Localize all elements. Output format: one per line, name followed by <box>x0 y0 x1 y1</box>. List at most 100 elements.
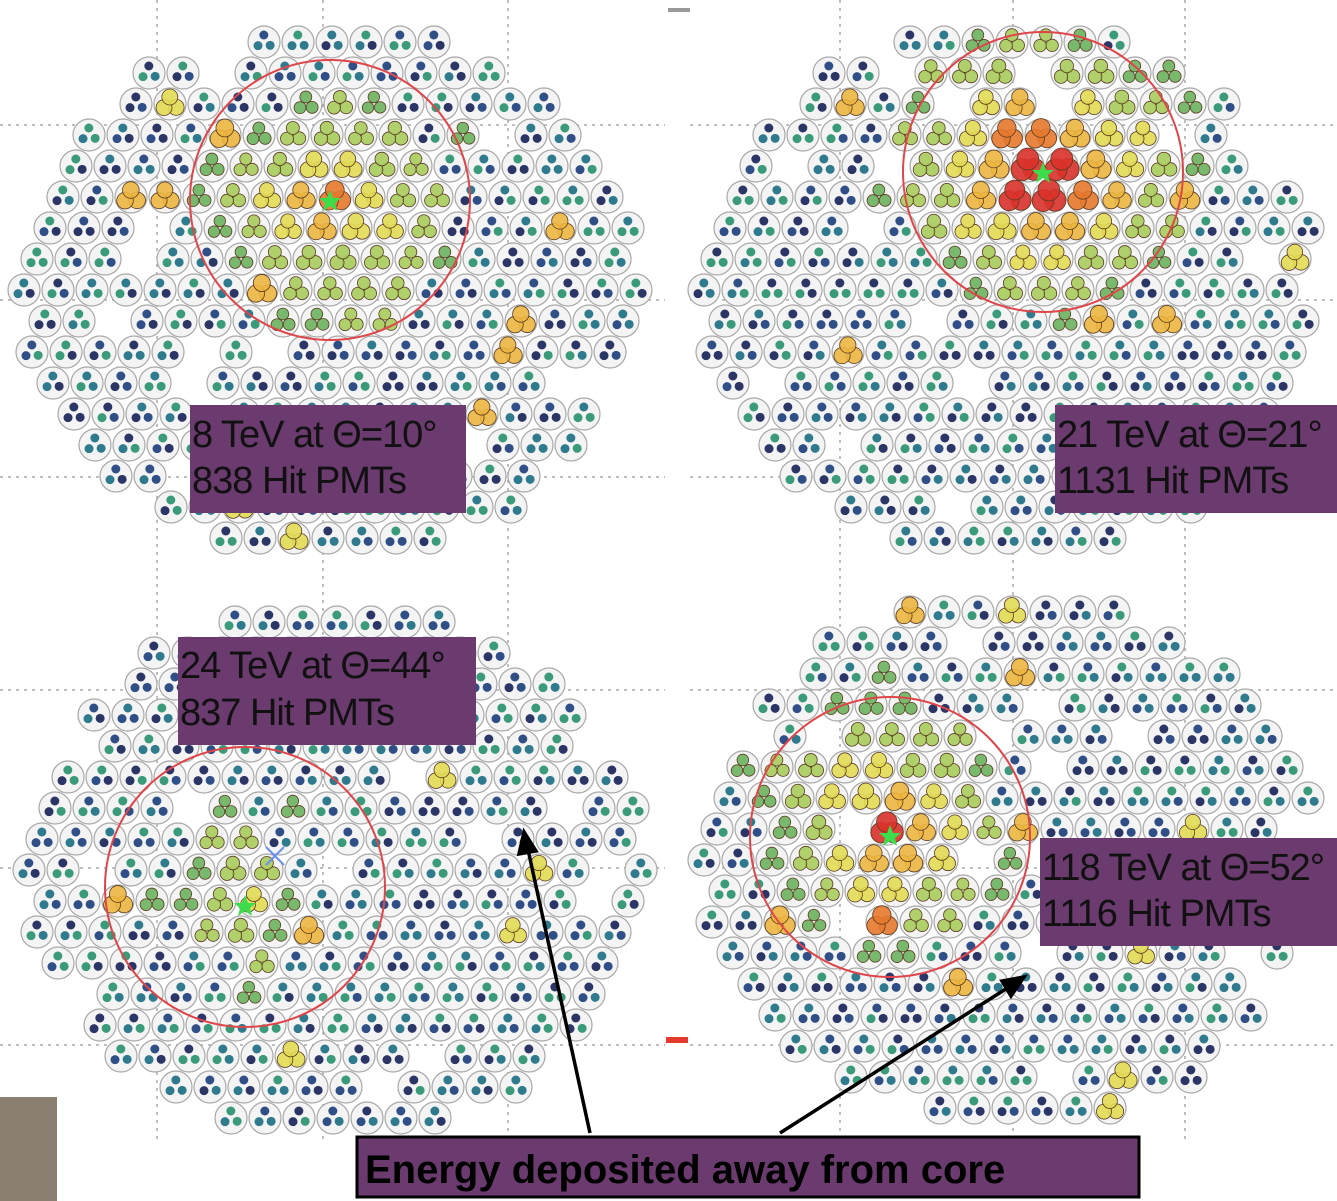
tank <box>938 242 972 276</box>
pmt <box>103 775 113 785</box>
pmt <box>1146 1076 1156 1086</box>
pmt <box>89 1024 99 1034</box>
pmt <box>127 288 137 298</box>
pmt <box>468 931 478 941</box>
pmt <box>165 1086 175 1096</box>
pmt <box>1115 40 1125 50</box>
pmt <box>1219 662 1229 672</box>
tank <box>161 822 195 856</box>
tank <box>493 760 527 794</box>
tank <box>282 1101 316 1135</box>
tank <box>433 149 467 183</box>
tank <box>297 822 331 856</box>
tank <box>349 25 383 59</box>
tank-outline <box>1063 595 1097 629</box>
pmt <box>39 900 49 910</box>
pmt <box>893 464 903 474</box>
pmt <box>891 982 901 992</box>
pmt <box>326 1054 336 1064</box>
pmt <box>1035 474 1045 484</box>
tank-outline <box>504 977 538 1011</box>
pmt <box>72 257 82 267</box>
tank <box>472 56 506 90</box>
pmt <box>1269 786 1279 796</box>
pmt <box>463 1024 473 1034</box>
pmt <box>749 972 759 982</box>
pmt <box>1169 289 1179 299</box>
tank <box>308 366 342 400</box>
pmt <box>471 765 481 775</box>
tank <box>417 25 451 59</box>
pmt <box>265 1013 275 1023</box>
tank-outline <box>449 273 483 307</box>
tank-outline <box>140 118 174 152</box>
pmt <box>270 620 280 630</box>
pmt <box>497 1024 507 1034</box>
tank <box>834 490 868 524</box>
pmt <box>66 247 76 257</box>
pmt <box>1266 952 1276 962</box>
pmt <box>1229 227 1239 237</box>
pmt <box>618 309 628 319</box>
pmt <box>191 1024 201 1034</box>
pmt <box>299 340 309 350</box>
pmt <box>890 309 900 319</box>
pmt <box>474 247 484 257</box>
pmt <box>447 900 457 910</box>
pmt <box>777 413 787 423</box>
tank-outline <box>572 977 606 1011</box>
tank <box>1236 180 1270 214</box>
tank-outline <box>54 242 88 276</box>
tank <box>533 397 567 431</box>
pmt <box>1109 30 1119 40</box>
tank <box>413 521 447 555</box>
tank <box>310 118 344 152</box>
tank <box>289 760 323 794</box>
tank-outline <box>839 967 873 1001</box>
tank <box>747 211 781 245</box>
tank <box>1093 1091 1127 1125</box>
hit-pmt <box>803 753 818 767</box>
pmt <box>530 1054 540 1064</box>
pmt <box>967 474 977 484</box>
pmt <box>534 185 544 195</box>
pmt <box>137 102 147 112</box>
pmt <box>275 827 285 837</box>
pmt <box>544 320 554 330</box>
tank-outline <box>436 977 470 1011</box>
tank <box>389 335 423 369</box>
tank-outline <box>1194 688 1228 722</box>
pmt <box>739 288 749 298</box>
pmt <box>706 258 716 268</box>
pmt <box>720 309 730 319</box>
tank <box>1066 750 1100 784</box>
pmt <box>914 1065 924 1075</box>
hit-pmt <box>258 182 275 198</box>
pmt <box>913 413 923 423</box>
hit-pmt <box>280 805 294 818</box>
tank <box>998 179 1032 214</box>
tank <box>779 459 813 493</box>
pmt <box>561 899 571 909</box>
tank <box>1093 521 1127 555</box>
pmt <box>493 899 503 909</box>
pmt <box>248 807 258 817</box>
pmt <box>637 288 647 298</box>
tank <box>833 657 867 691</box>
pmt <box>252 371 262 381</box>
pmt <box>478 505 488 515</box>
pmt <box>974 433 984 443</box>
pmt <box>533 103 543 113</box>
pmt <box>170 320 180 330</box>
pmt <box>333 340 343 350</box>
pmt <box>133 838 143 848</box>
pmt <box>1105 796 1115 806</box>
pmt <box>1254 765 1264 775</box>
pmt <box>1022 642 1032 652</box>
tank <box>242 118 276 152</box>
pmt <box>136 993 146 1003</box>
hit-pmt <box>856 950 870 963</box>
pmt <box>352 992 362 1002</box>
pmt <box>840 506 850 516</box>
tank <box>1001 905 1035 939</box>
